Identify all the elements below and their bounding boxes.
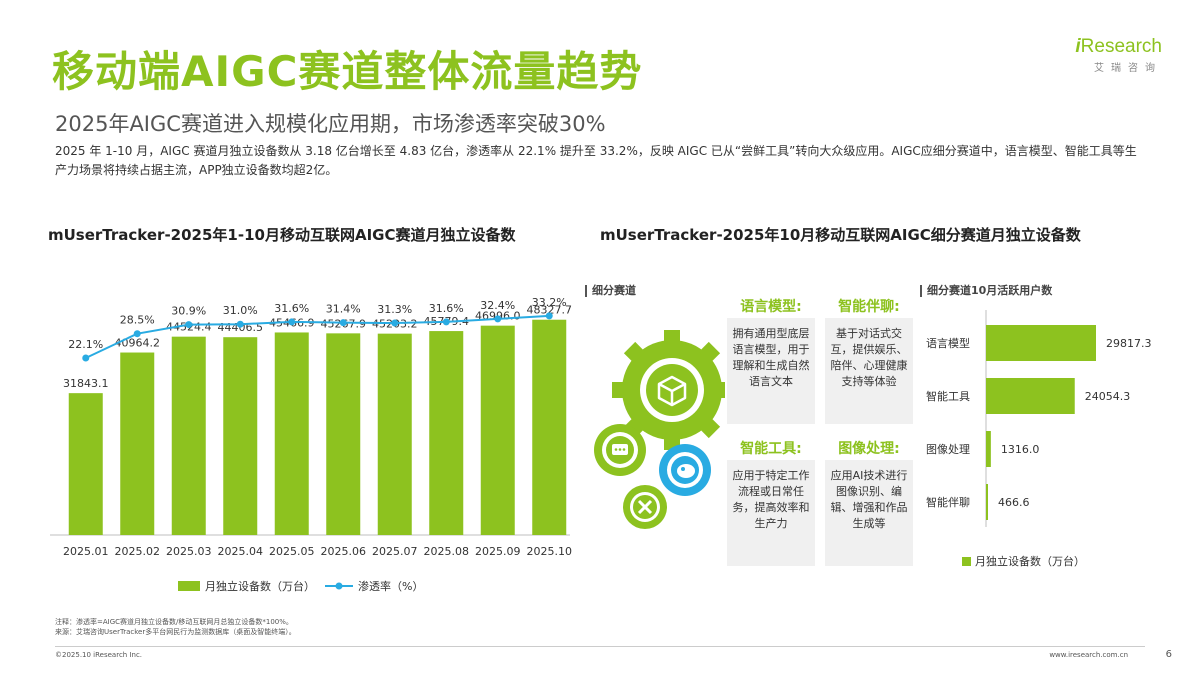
hbar-智能工具 [986, 378, 1075, 414]
hbar-label-图像处理: 1316.0 [1001, 443, 1039, 456]
line-point-2025.08 [442, 318, 450, 326]
segment-section-label: 细分赛道 [585, 285, 636, 297]
cube-gear-icon [612, 330, 725, 450]
footnotes: 注释：渗透率=AIGC赛道月独立设备数/移动互联网月总独立设备数*100%。 来… [55, 617, 296, 637]
line-label-2025.02: 28.5% [120, 314, 155, 327]
bar-2025.05 [274, 332, 309, 535]
bar-2025.08 [429, 331, 464, 535]
footer-divider [55, 646, 1145, 647]
active-users-section-label: 细分赛道10月活跃用户数 [920, 285, 1052, 297]
legend-swatch-line-dot [335, 582, 343, 590]
line-label-2025.03: 30.9% [171, 305, 206, 318]
x-tick-2025.02: 2025.02 [115, 545, 161, 558]
line-point-2025.02 [133, 330, 141, 338]
iresearch-logo: iResearch 艾瑞咨询 [1075, 36, 1162, 74]
page-subtitle: 2025年AIGC赛道进入规模化应用期，市场渗透率突破30% [55, 112, 606, 136]
x-tick-2025.08: 2025.08 [424, 545, 470, 558]
line-label-2025.05: 31.6% [274, 302, 309, 315]
line-label-2025.09: 32.4% [480, 299, 515, 312]
bar-2025.01 [68, 393, 103, 535]
segment-desc-image-processing: 应用AI技术进行图像识别、编辑、增强和作品生成等 [825, 460, 913, 566]
tool-gear-icon [623, 485, 667, 529]
line-label-2025.04: 31.0% [223, 304, 258, 317]
hbar-category-语言模型: 语言模型 [926, 336, 970, 350]
chat-gear-icon [594, 424, 646, 476]
bar-2025.10 [532, 319, 567, 535]
x-tick-2025.03: 2025.03 [166, 545, 212, 558]
segment-title-companion-chat: 智能伴聊: [838, 299, 900, 315]
segment-title-image-processing: 图像处理: [838, 441, 900, 457]
line-point-2025.09 [494, 315, 502, 323]
x-tick-2025.09: 2025.09 [475, 545, 521, 558]
footnote-source: 来源：艾瑞咨询UserTracker多平台网民行为监测数据库（桌面及智能终端）。 [55, 628, 296, 636]
line-point-2025.03 [185, 321, 193, 329]
bar-2025.07 [377, 333, 412, 535]
hbar-语言模型 [986, 325, 1096, 361]
bar-label-2025.10: 48327.7 [527, 304, 573, 317]
line-label-2025.07: 31.3% [377, 303, 412, 316]
hbar-category-智能伴聊: 智能伴聊 [926, 495, 970, 509]
segment-hbar-chart: 语言模型 29817.3 智能工具 24054.3 图像处理 1316.0 智能伴聊 466.… [926, 310, 1152, 527]
segment-title-language-model: 语言模型: [740, 299, 802, 315]
hbar-图像处理 [986, 431, 991, 467]
line-label-2025.06: 31.4% [326, 303, 361, 316]
hbar-category-图像处理: 图像处理 [926, 443, 970, 456]
line-point-2025.01 [82, 354, 90, 362]
line-point-2025.04 [236, 320, 244, 328]
segment-desc-smart-tools: 应用于特定工作流程或日常任务，提高效率和生产力 [727, 460, 815, 566]
segment-chart-title: mUserTracker-2025年10月移动互联网AIGC细分赛道月独立设备数 [600, 226, 1081, 244]
hbar-label-智能伴聊: 466.6 [998, 496, 1030, 509]
x-tick-2025.07: 2025.07 [372, 545, 418, 558]
page-description: 2025 年 1-10 月，AIGC 赛道月独立设备数从 3.18 亿台增长至 … [55, 144, 1137, 177]
bar-2025.06 [326, 333, 361, 535]
hbar-label-语言模型: 29817.3 [1106, 337, 1152, 350]
line-penetration-rate [85, 314, 550, 359]
segment-title-smart-tools: 智能工具: [740, 441, 802, 457]
line-label-2025.01: 22.1% [68, 338, 103, 351]
hbar-legend: 月独立设备数（万台） [962, 553, 1085, 569]
combo-chart-title: mUserTracker-2025年1-10月移动互联网AIGC赛道月独立设备数 [48, 226, 516, 244]
hbar-智能伴聊 [986, 484, 988, 520]
x-tick-2025.01: 2025.01 [63, 545, 109, 558]
bar-2025.09 [480, 325, 515, 535]
page-title: 移动端AIGC赛道整体流量趋势 [52, 47, 643, 96]
page-number: 6 [1165, 649, 1172, 660]
image-gear-icon [659, 444, 711, 496]
legend-label-devices: 月独立设备数（万台） [975, 555, 1085, 568]
copyright: ©2025.10 iResearch Inc. [55, 651, 143, 659]
legend-label-bar: 月独立设备数（万台） [205, 579, 315, 593]
line-point-2025.06 [339, 319, 347, 327]
x-tick-2025.10: 2025.10 [527, 545, 573, 558]
x-tick-2025.05: 2025.05 [269, 545, 315, 558]
hbar-label-智能工具: 24054.3 [1085, 390, 1131, 403]
bar-2025.04 [223, 337, 258, 535]
gears-illustration [594, 330, 725, 529]
website: www.iresearch.com.cn [1049, 651, 1128, 659]
bar-2025.03 [171, 336, 206, 535]
bar-label-2025.01: 31843.1 [63, 377, 109, 390]
line-point-2025.10 [545, 312, 553, 320]
legend-swatch-devices [962, 556, 971, 566]
line-label-2025.10: 33.2% [532, 296, 567, 309]
bar-2025.02 [120, 352, 155, 535]
footnote-formula: 注释：渗透率=AIGC赛道月独立设备数/移动互联网月总独立设备数*100%。 [55, 618, 293, 626]
line-point-2025.05 [288, 318, 296, 326]
hbar-category-智能工具: 智能工具 [926, 389, 970, 403]
x-tick-2025.04: 2025.04 [218, 545, 264, 558]
legend-swatch-bar [178, 581, 200, 591]
line-point-2025.07 [391, 319, 399, 327]
x-tick-2025.06: 2025.06 [321, 545, 367, 558]
line-label-2025.08: 31.6% [429, 302, 464, 315]
segment-desc-language-model: 拥有通用型底层语言模型，用于理解和生成自然语言文本 [727, 318, 815, 424]
legend-label-line: 渗透率（%） [358, 579, 423, 593]
bar-label-2025.02: 40964.2 [115, 337, 161, 350]
combo-chart: 31843.12025.0140964.22025.0244524.42025.… [50, 296, 573, 593]
segment-desc-companion-chat: 基于对话式交互，提供娱乐、陪伴、心理健康支持等体验 [825, 318, 913, 424]
